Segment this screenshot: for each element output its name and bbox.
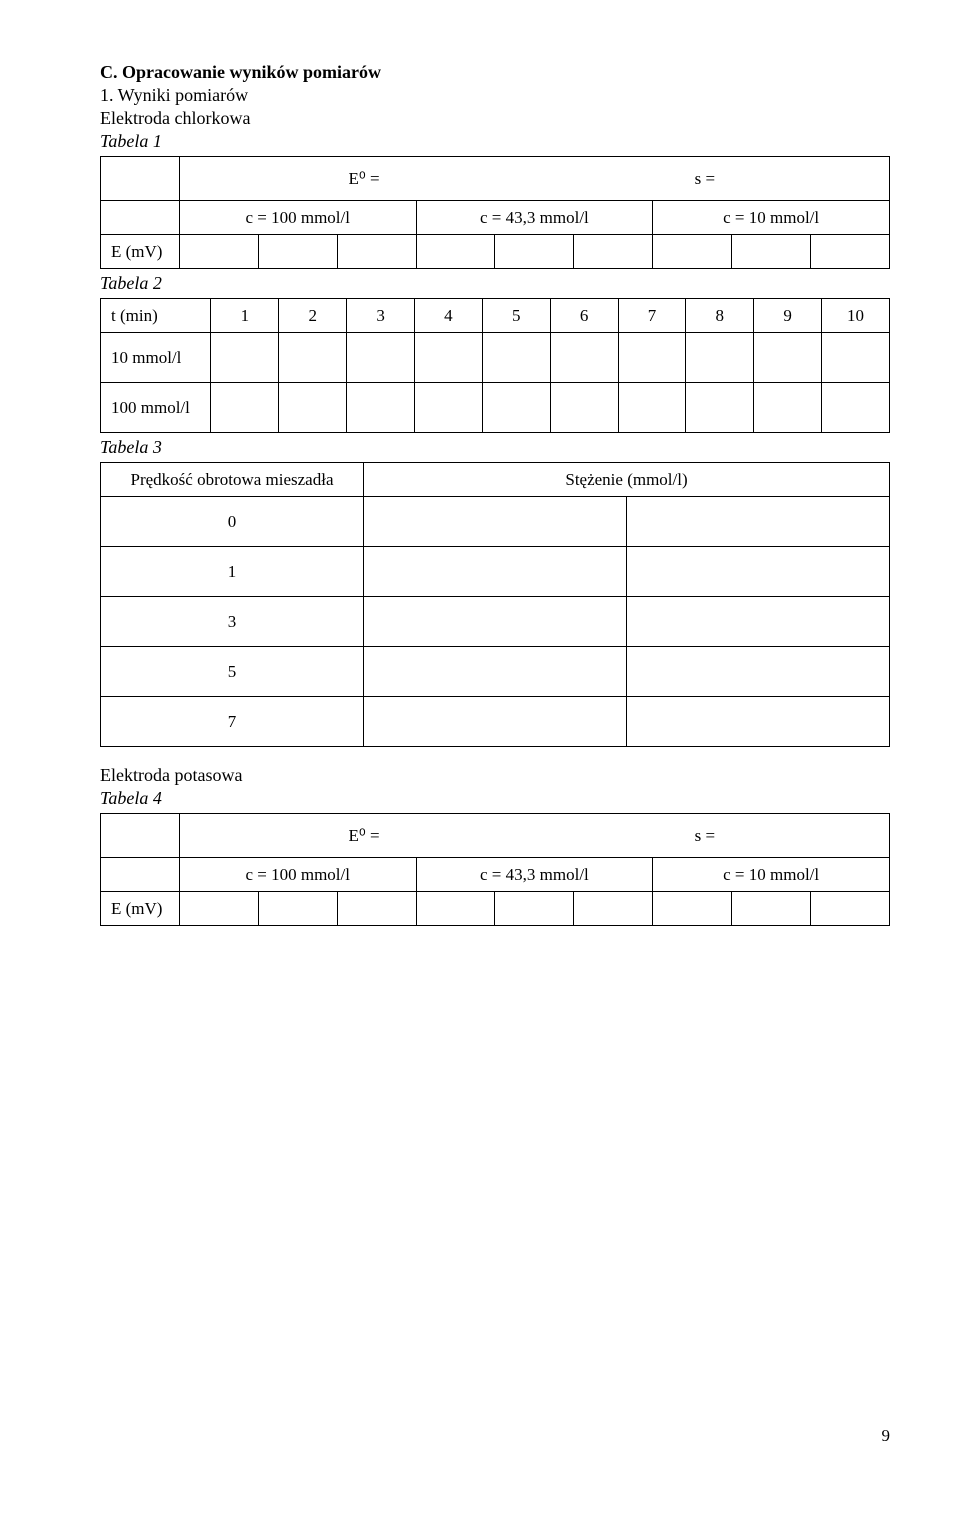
t-value: 2	[279, 299, 347, 333]
t-value: 7	[618, 299, 686, 333]
t-value: 9	[754, 299, 822, 333]
s-label: s =	[695, 169, 715, 188]
tab3-val: 0	[101, 497, 364, 547]
tab3-val: 3	[101, 597, 364, 647]
t-value: 10	[822, 299, 890, 333]
conc-header: c = 10 mmol/l	[653, 201, 890, 235]
elektroda-chlorkowa-label: Elektroda chlorkowa	[100, 108, 890, 129]
table-row: 7	[101, 697, 890, 747]
t-value: 4	[414, 299, 482, 333]
table-row: E⁰ = s =	[101, 814, 890, 858]
conc-header: c = 43,3 mmol/l	[416, 201, 653, 235]
table-row: 10 mmol/l	[101, 333, 890, 383]
table-row: 5	[101, 647, 890, 697]
table-row: c = 100 mmol/l c = 43,3 mmol/l c = 10 mm…	[101, 201, 890, 235]
table-row: t (min) 1 2 3 4 5 6 7 8 9 10	[101, 299, 890, 333]
table-row: 100 mmol/l	[101, 383, 890, 433]
tabela2-label: Tabela 2	[100, 273, 890, 294]
page-number: 9	[100, 1426, 890, 1446]
tabela4: E⁰ = s = c = 100 mmol/l c = 43,3 mmol/l …	[100, 813, 890, 926]
table-row: E (mV)	[101, 892, 890, 926]
t-value: 3	[347, 299, 415, 333]
tabela2: t (min) 1 2 3 4 5 6 7 8 9 10 10 mmol/l 1…	[100, 298, 890, 433]
tabela3: Prędkość obrotowa mieszadła Stężenie (mm…	[100, 462, 890, 747]
e-mv-label: E (mV)	[101, 235, 180, 269]
conc-header: c = 100 mmol/l	[179, 858, 416, 892]
t-value: 5	[482, 299, 550, 333]
table-row: c = 100 mmol/l c = 43,3 mmol/l c = 10 mm…	[101, 858, 890, 892]
t-value: 6	[550, 299, 618, 333]
tab3-val: 7	[101, 697, 364, 747]
t-min-label: t (min)	[101, 299, 211, 333]
table-row: E⁰ = s =	[101, 157, 890, 201]
subsection-heading: 1. Wyniki pomiarów	[100, 85, 890, 106]
predkosc-header: Prędkość obrotowa mieszadła	[101, 463, 364, 497]
tab3-val: 5	[101, 647, 364, 697]
t-value: 1	[211, 299, 279, 333]
tabela1: E⁰ = s = c = 100 mmol/l c = 43,3 mmol/l …	[100, 156, 890, 269]
conc-header: c = 100 mmol/l	[179, 201, 416, 235]
table-row: 3	[101, 597, 890, 647]
section-heading: C. Opracowanie wyników pomiarów	[100, 62, 890, 83]
table-row: 1	[101, 547, 890, 597]
e-mv-label: E (mV)	[101, 892, 180, 926]
tabela3-label: Tabela 3	[100, 437, 890, 458]
e0-label: E⁰ =	[349, 169, 380, 188]
conc-header: c = 10 mmol/l	[653, 858, 890, 892]
conc-header: c = 43,3 mmol/l	[416, 858, 653, 892]
e0-label: E⁰ =	[349, 826, 380, 845]
table-row: 0	[101, 497, 890, 547]
tabela4-label: Tabela 4	[100, 788, 890, 809]
mmol100-label: 100 mmol/l	[101, 383, 211, 433]
elektroda-potasowa-label: Elektroda potasowa	[100, 765, 890, 786]
mmol10-label: 10 mmol/l	[101, 333, 211, 383]
table-row: Prędkość obrotowa mieszadła Stężenie (mm…	[101, 463, 890, 497]
s-label: s =	[695, 826, 715, 845]
tab3-val: 1	[101, 547, 364, 597]
t-value: 8	[686, 299, 754, 333]
tabela1-label: Tabela 1	[100, 131, 890, 152]
table-row: E (mV)	[101, 235, 890, 269]
stezenie-header: Stężenie (mmol/l)	[364, 463, 890, 497]
